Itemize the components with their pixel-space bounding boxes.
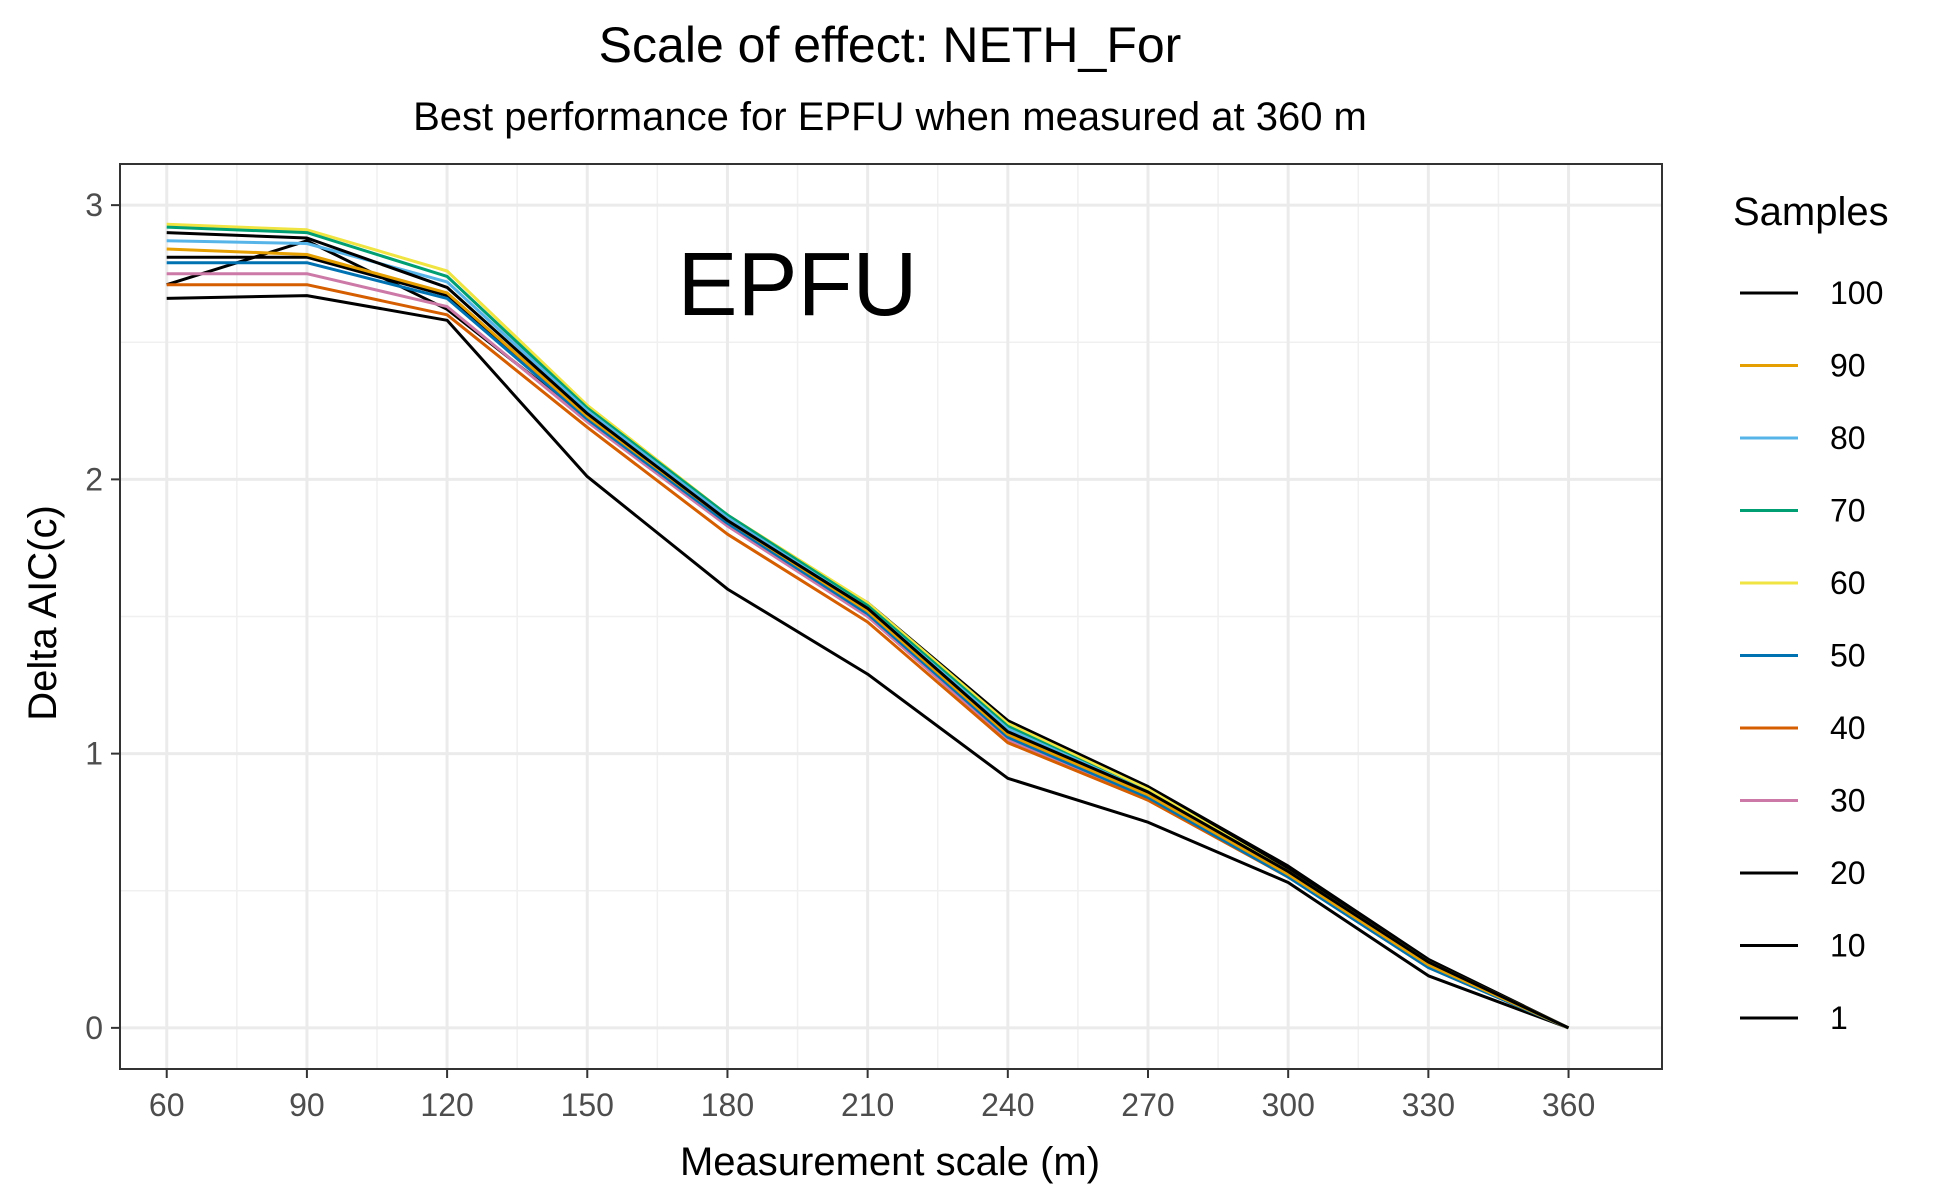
legend-label-70: 70 (1830, 493, 1866, 529)
legend-item-40: 40 (1740, 710, 1866, 746)
legend-label-20: 20 (1830, 855, 1866, 891)
x-tick-label: 120 (420, 1087, 473, 1123)
legend-item-20: 20 (1740, 855, 1866, 891)
legend-item-100: 100 (1740, 275, 1883, 311)
legend-label-80: 80 (1830, 420, 1866, 456)
x-tick-label: 270 (1121, 1087, 1174, 1123)
x-tick-label: 150 (561, 1087, 614, 1123)
legend-label-90: 90 (1830, 348, 1866, 384)
legend-item-50: 50 (1740, 638, 1866, 674)
series-lines (166, 222, 1570, 1030)
legend-label-30: 30 (1830, 783, 1866, 819)
legend-title: Samples (1733, 190, 1889, 234)
y-axis-title: Delta AIC(c) (21, 505, 65, 721)
x-tick-label: 60 (149, 1087, 185, 1123)
x-tick-label: 210 (841, 1087, 894, 1123)
legend-label-10: 10 (1830, 928, 1866, 964)
legend-item-10: 10 (1740, 928, 1866, 964)
plot-area: 60 90 120 150 180 210 240 270 300 330 360 0 1 2 3 EPFU (85, 163, 1663, 1123)
legend-item-90: 90 (1740, 348, 1866, 384)
legend-item-1: 1 (1740, 1000, 1848, 1036)
series-line-50 (166, 261, 1570, 1030)
y-tick-label: 0 (85, 1010, 103, 1046)
x-tick-label: 180 (701, 1087, 754, 1123)
x-axis-title: Measurement scale (m) (680, 1140, 1100, 1184)
series-line-1 (166, 294, 1570, 1030)
x-tick-label: 360 (1542, 1087, 1595, 1123)
chart-title: Scale of effect: NETH_For (599, 17, 1182, 73)
legend-item-30: 30 (1740, 783, 1866, 819)
legend-item-70: 70 (1740, 493, 1866, 529)
legend: Samples 100 90 80 70 60 50 40 30 20 10 1 (1733, 190, 1889, 1036)
legend-item-60: 60 (1740, 565, 1866, 601)
y-tick-label: 2 (85, 461, 103, 497)
x-tick-label: 300 (1261, 1087, 1314, 1123)
legend-label-100: 100 (1830, 275, 1883, 311)
series-line-90 (166, 247, 1570, 1030)
legend-label-40: 40 (1830, 710, 1866, 746)
y-tick-label: 3 (85, 187, 103, 223)
legend-label-50: 50 (1830, 638, 1866, 674)
x-tick-label: 90 (289, 1087, 325, 1123)
x-tick-label: 240 (981, 1087, 1034, 1123)
series-line-100 (166, 231, 1570, 1030)
chart-subtitle: Best performance for EPFU when measured … (413, 95, 1367, 139)
chart-annotation: EPFU (678, 235, 918, 335)
legend-label-60: 60 (1830, 565, 1866, 601)
legend-label-1: 1 (1830, 1000, 1848, 1036)
legend-item-80: 80 (1740, 420, 1866, 456)
y-tick-label: 1 (85, 736, 103, 772)
plot-border (119, 163, 1663, 1070)
x-tick-label: 330 (1402, 1087, 1455, 1123)
